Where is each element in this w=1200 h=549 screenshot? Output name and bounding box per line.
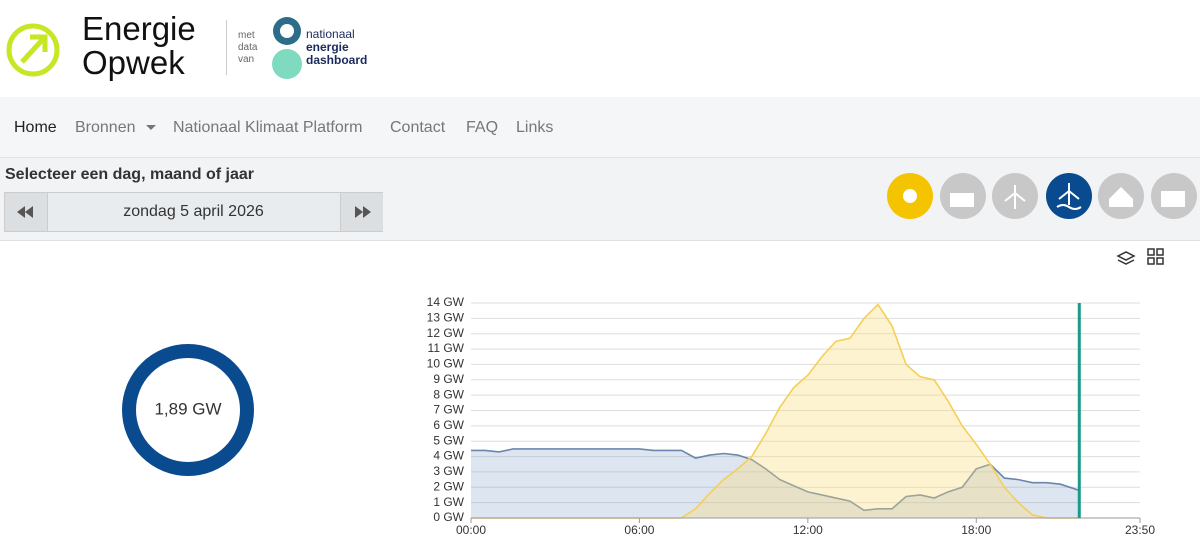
- y-tick-label: 9 GW: [433, 372, 464, 386]
- partner-text: van: [238, 54, 255, 65]
- nav-link[interactable]: Nationaal Klimaat Platform: [173, 119, 363, 136]
- y-tick-label: 4 GW: [433, 449, 464, 463]
- x-tick-label: 12:00: [793, 523, 823, 537]
- partner-name: nationaal: [306, 27, 355, 41]
- nav-link[interactable]: FAQ: [466, 119, 499, 136]
- view-toggles: [1116, 248, 1164, 265]
- area-fill: [471, 304, 1080, 518]
- x-tick-label: 06:00: [624, 523, 654, 537]
- nav-link[interactable]: Links: [516, 119, 554, 136]
- donut-label: 1,89 GW: [154, 399, 221, 418]
- y-tick-label: 7 GW: [433, 403, 464, 417]
- y-tick-label: 12 GW: [427, 326, 465, 340]
- partner-name: dashboard: [306, 53, 368, 67]
- header: Energie Opwek met data van nationaal ene…: [0, 0, 1200, 97]
- logo-text: Energie: [82, 10, 196, 47]
- y-tick-label: 8 GW: [433, 387, 464, 401]
- navbar: Home Bronnen Nationaal Klimaat Platform …: [0, 97, 1200, 158]
- y-tick-label: 3 GW: [433, 464, 464, 478]
- x-tick-label: 00:00: [456, 523, 486, 537]
- y-tick-label: 10 GW: [427, 357, 465, 371]
- logo-icon: [6, 23, 60, 77]
- partner-logo: [272, 17, 302, 79]
- donut-ring: [122, 344, 254, 476]
- y-tick-label: 14 GW: [427, 295, 465, 309]
- y-tick-label: 0 GW: [433, 510, 464, 524]
- prev-button[interactable]: [5, 193, 48, 231]
- y-tick-label: 13 GW: [427, 311, 465, 325]
- grid-icon[interactable]: [1147, 248, 1164, 265]
- selector-label: Selecteer een dag, maand of jaar: [5, 166, 254, 183]
- series-line: [471, 448, 1080, 512]
- logo-text: Opwek: [82, 44, 185, 81]
- layers-icon[interactable]: [1116, 251, 1136, 265]
- partner-text: met: [238, 30, 255, 41]
- next-button[interactable]: [340, 193, 383, 231]
- selector: Selecteer een dag, maand of jaar zondag …: [0, 158, 1200, 241]
- source-icons: [887, 173, 1197, 219]
- nav-link[interactable]: Contact: [390, 119, 446, 136]
- nav-dropdown[interactable]: Bronnen: [75, 119, 136, 136]
- partner-text: data: [238, 42, 258, 53]
- y-tick-label: 6 GW: [433, 418, 464, 432]
- x-tick-label: 23:50: [1125, 523, 1155, 537]
- date-picker: zondag 5 april 2026: [4, 192, 383, 232]
- x-tick-label: 18:00: [961, 523, 991, 537]
- y-tick-label: 11 GW: [428, 341, 465, 355]
- partner-name: energie: [306, 40, 349, 54]
- date-text[interactable]: zondag 5 april 2026: [123, 203, 264, 220]
- chart: 1,89 GW 0 GW1 GW 2 GW3 GW4 GW 5 GW6 GW7 GW…: [122, 295, 1155, 537]
- y-tick-label: 1 GW: [433, 495, 464, 509]
- area-fill: [471, 448, 1080, 518]
- y-tick-label: 2 GW: [433, 479, 464, 493]
- caret: [146, 125, 156, 130]
- nav-link[interactable]: Home: [14, 119, 57, 136]
- y-tick-label: 5 GW: [433, 433, 464, 447]
